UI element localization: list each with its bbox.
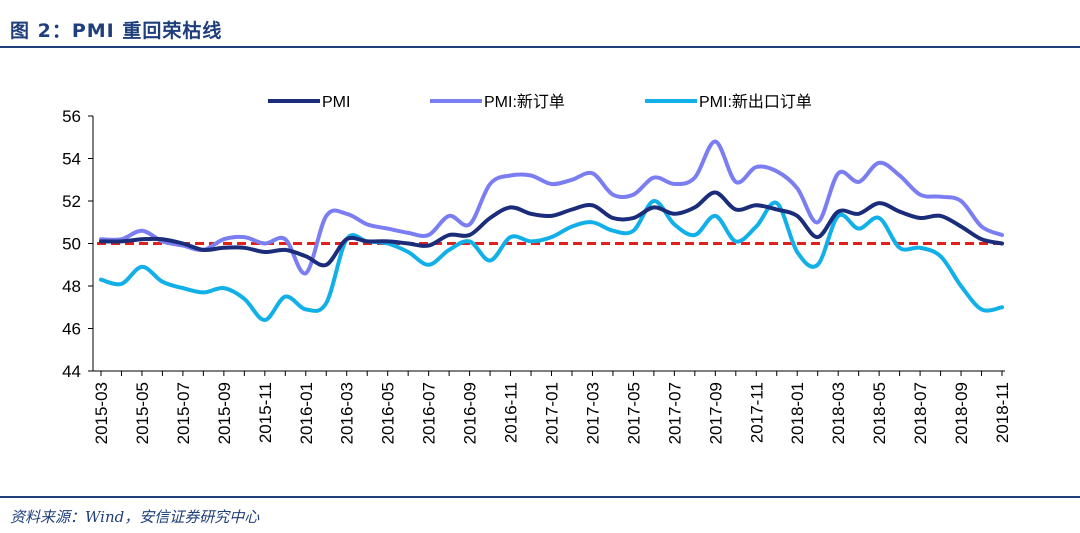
x-tick-label: 2015-09 xyxy=(215,382,234,444)
x-tick-label: 2018-03 xyxy=(829,382,848,444)
x-tick-label: 2018-07 xyxy=(911,382,930,444)
x-tick-label: 2018-01 xyxy=(788,382,807,444)
header-divider xyxy=(0,46,1080,48)
x-tick-label: 2017-05 xyxy=(624,382,643,444)
legend-item-pmi-new-export-orders-label: PMI:新出口订单 xyxy=(699,93,812,111)
x-tick-label: 2017-09 xyxy=(706,382,725,444)
x-tick-label: 2016-09 xyxy=(461,382,480,444)
series-line-pmi xyxy=(99,190,1004,268)
x-tick-label: 2018-09 xyxy=(952,382,971,444)
y-tick-label: 44 xyxy=(62,362,81,381)
y-tick-label: 48 xyxy=(62,277,81,296)
figure-title: 图 2：PMI 重回荣枯线 xyxy=(10,20,223,42)
y-tick-label: 56 xyxy=(62,107,81,126)
x-tick-label: 2018-05 xyxy=(870,382,889,444)
y-tick-label: 46 xyxy=(62,320,81,339)
x-tick-label: 2018-11 xyxy=(993,382,1012,443)
x-tick-label: 2017-07 xyxy=(665,382,684,444)
x-tick-label: 2015-03 xyxy=(92,382,111,444)
footer-divider xyxy=(0,496,1080,498)
x-tick-label: 2016-07 xyxy=(420,382,439,444)
series-line-pmi-new-orders xyxy=(99,139,1004,276)
x-tick-label: 2017-03 xyxy=(583,382,602,444)
x-tick-label: 2015-07 xyxy=(174,382,193,444)
x-tick-label: 2017-11 xyxy=(747,382,766,443)
x-tick-label: 2016-11 xyxy=(502,382,521,443)
pmi-line-chart: 44 46 48 50 52 54 56 2015-03 2015-05 2015-07 2015-… xyxy=(62,93,1012,444)
x-tick-label: 2015-05 xyxy=(133,382,152,444)
y-tick-label: 54 xyxy=(62,150,81,169)
x-tick-label: 2016-01 xyxy=(297,382,316,444)
legend-item-pmi-new-orders-label: PMI:新订单 xyxy=(484,93,565,111)
y-tick-label: 50 xyxy=(62,235,81,254)
x-tick-label: 2017-01 xyxy=(543,382,562,444)
x-tick-label: 2016-05 xyxy=(379,382,398,444)
figure-header: 图 2：PMI 重回荣枯线 xyxy=(0,0,1080,48)
x-tick-label: 2016-03 xyxy=(338,382,357,444)
source-note: 资料来源：Wind，安信证券研究中心 xyxy=(10,508,260,526)
series-line-pmi-new-export-orders xyxy=(99,199,1004,322)
y-tick-label: 52 xyxy=(62,192,81,211)
x-tick-label: 2015-11 xyxy=(256,382,275,443)
legend-item-pmi-label: PMI xyxy=(322,94,350,111)
